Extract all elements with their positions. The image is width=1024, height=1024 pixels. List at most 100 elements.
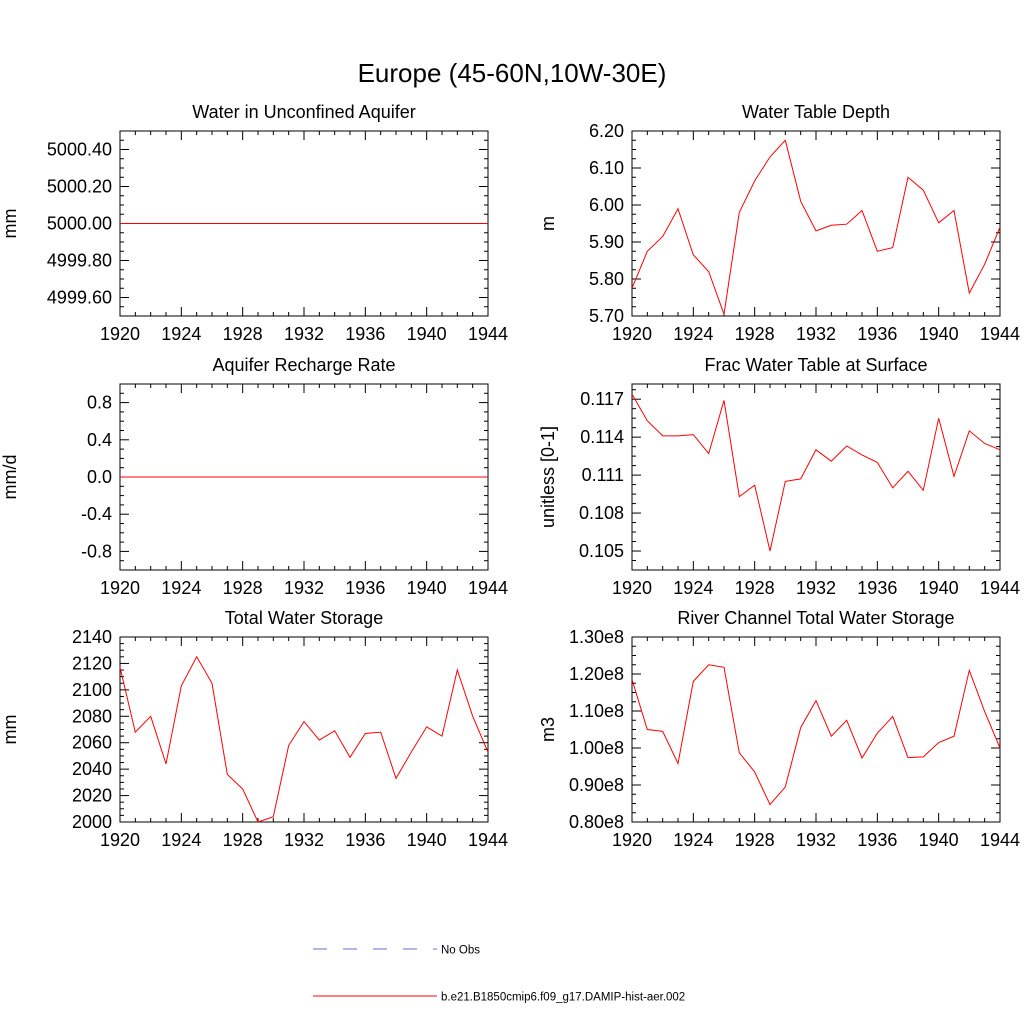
y-tick-label: 5000.00 [47, 214, 112, 234]
panel-title: Frac Water Table at Surface [704, 355, 927, 375]
x-tick-label: 1924 [673, 578, 713, 598]
series-line-1 [631, 393, 1001, 552]
x-tick-label: 1928 [735, 830, 775, 850]
x-tick-label: 1940 [919, 578, 959, 598]
x-tick-label: 1920 [100, 324, 140, 344]
x-tick-label: 1924 [161, 324, 201, 344]
y-tick-label: 5000.20 [47, 177, 112, 197]
x-tick-label: 1944 [980, 324, 1020, 344]
x-tick-label: 1928 [223, 830, 263, 850]
y-tick-label: 4999.80 [47, 251, 112, 271]
legend-model-label: b.e21.B1850cmip6.f09_g17.DAMIP-hist-aer.… [441, 992, 685, 1004]
panel-title: Total Water Storage [225, 608, 383, 628]
x-tick-label: 1920 [100, 578, 140, 598]
panels-group: Water in Unconfined Aquifer mm 1920 1924 192… [0, 102, 1020, 850]
y-tick-label: 1.10e8 [569, 701, 624, 721]
x-tick-label: 1932 [284, 578, 324, 598]
x-tick-label: 1940 [407, 830, 447, 850]
y-tick-label: 0.108 [579, 503, 624, 523]
y-tick-label: 2080 [72, 706, 112, 726]
y-tick-label: 1.20e8 [569, 664, 624, 684]
x-tick-label: 1936 [345, 324, 385, 344]
y-tick-label: -0.4 [81, 504, 112, 524]
panel-title: River Channel Total Water Storage [677, 608, 954, 628]
y-axis-label: mm/d [0, 455, 20, 500]
x-tick-label: 1944 [980, 830, 1020, 850]
x-tick-label: 1940 [407, 578, 447, 598]
y-tick-label: 6.20 [589, 121, 624, 141]
y-axis-label: mm [0, 715, 20, 745]
y-tick-label: 0.117 [580, 389, 624, 409]
x-tick-label: 1936 [345, 830, 385, 850]
y-tick-label: 6.00 [589, 195, 624, 215]
plot-frame [631, 636, 1001, 823]
panel-2: Water Table Depth m 1920 1924 1928 1932 1936 19… [538, 102, 1020, 344]
x-tick-label: 1920 [612, 830, 652, 850]
series-line-1 [631, 664, 1001, 806]
y-tick-label: 0.111 [582, 465, 624, 485]
y-tick-label: 0.114 [580, 427, 624, 447]
legend: No Obs b.e21.B1850cmip6.f09_g17.DAMIP-hi… [313, 945, 685, 1004]
y-tick-label: 2000 [72, 812, 112, 832]
y-tick-label: 2140 [72, 627, 112, 647]
panel-title: Water in Unconfined Aquifer [192, 102, 415, 122]
y-tick-label: 1.30e8 [569, 627, 624, 647]
plot-frame [631, 130, 1001, 317]
x-tick-label: 1924 [673, 324, 713, 344]
x-tick-label: 1924 [161, 830, 201, 850]
y-tick-label: 5.90 [589, 232, 624, 252]
y-axis-label: unitless [0-1] [538, 426, 558, 528]
x-tick-label: 1932 [284, 324, 324, 344]
y-tick-label: 5.80 [589, 269, 624, 289]
y-tick-label: 4999.60 [47, 288, 112, 308]
plot-frame [631, 383, 1001, 571]
panel-3: Aquifer Recharge Rate mm/d 1920 1924 1928 193… [0, 355, 508, 598]
x-tick-label: 1936 [857, 324, 897, 344]
x-tick-label: 1928 [223, 578, 263, 598]
y-tick-label: 6.10 [589, 158, 624, 178]
y-tick-label: 2020 [72, 786, 112, 806]
legend-obs-label: No Obs [441, 945, 480, 957]
y-tick-label: 2100 [72, 680, 112, 700]
series-line-1 [119, 655, 489, 823]
y-axis-label: m3 [538, 717, 558, 742]
series-line-1 [631, 139, 1001, 315]
y-tick-label: 5000.40 [47, 140, 112, 160]
panel-6: River Channel Total Water Storage m3 1920 1… [538, 608, 1020, 850]
panel-title: Water Table Depth [742, 102, 890, 122]
y-tick-label: 0.90e8 [569, 775, 624, 795]
panel-4: Frac Water Table at Surface unitless [0-1… [538, 355, 1020, 598]
x-tick-label: 1944 [468, 578, 508, 598]
x-tick-label: 1944 [468, 830, 508, 850]
y-axis-label: mm [0, 209, 20, 239]
y-tick-label: 5.70 [589, 306, 624, 326]
x-tick-label: 1932 [796, 578, 836, 598]
y-tick-label: 0.8 [87, 393, 112, 413]
y-tick-label: 2120 [72, 653, 112, 673]
x-tick-label: 1940 [407, 324, 447, 344]
y-tick-label: 0.0 [87, 467, 112, 487]
x-tick-label: 1932 [796, 324, 836, 344]
x-tick-label: 1928 [735, 324, 775, 344]
x-tick-label: 1936 [857, 578, 897, 598]
x-tick-label: 1920 [100, 830, 140, 850]
panel-5: Total Water Storage mm 1920 1924 1928 1932 193… [0, 608, 508, 850]
panel-1: Water in Unconfined Aquifer mm 1920 1924 192… [0, 102, 508, 344]
x-tick-label: 1936 [857, 830, 897, 850]
x-tick-label: 1944 [468, 324, 508, 344]
x-tick-label: 1928 [735, 578, 775, 598]
y-tick-label: 0.4 [87, 430, 112, 450]
plot-frame [119, 636, 489, 823]
x-tick-label: 1920 [612, 324, 652, 344]
y-tick-label: 0.80e8 [569, 812, 624, 832]
y-tick-label: 2060 [72, 733, 112, 753]
x-tick-label: 1920 [612, 578, 652, 598]
x-tick-label: 1924 [673, 830, 713, 850]
x-tick-label: 1940 [919, 324, 959, 344]
x-tick-label: 1928 [223, 324, 263, 344]
x-tick-label: 1924 [161, 578, 201, 598]
figure-title: Europe (45-60N,10W-30E) [358, 58, 667, 88]
y-axis-label: m [538, 216, 558, 231]
y-tick-label: 2040 [72, 759, 112, 779]
